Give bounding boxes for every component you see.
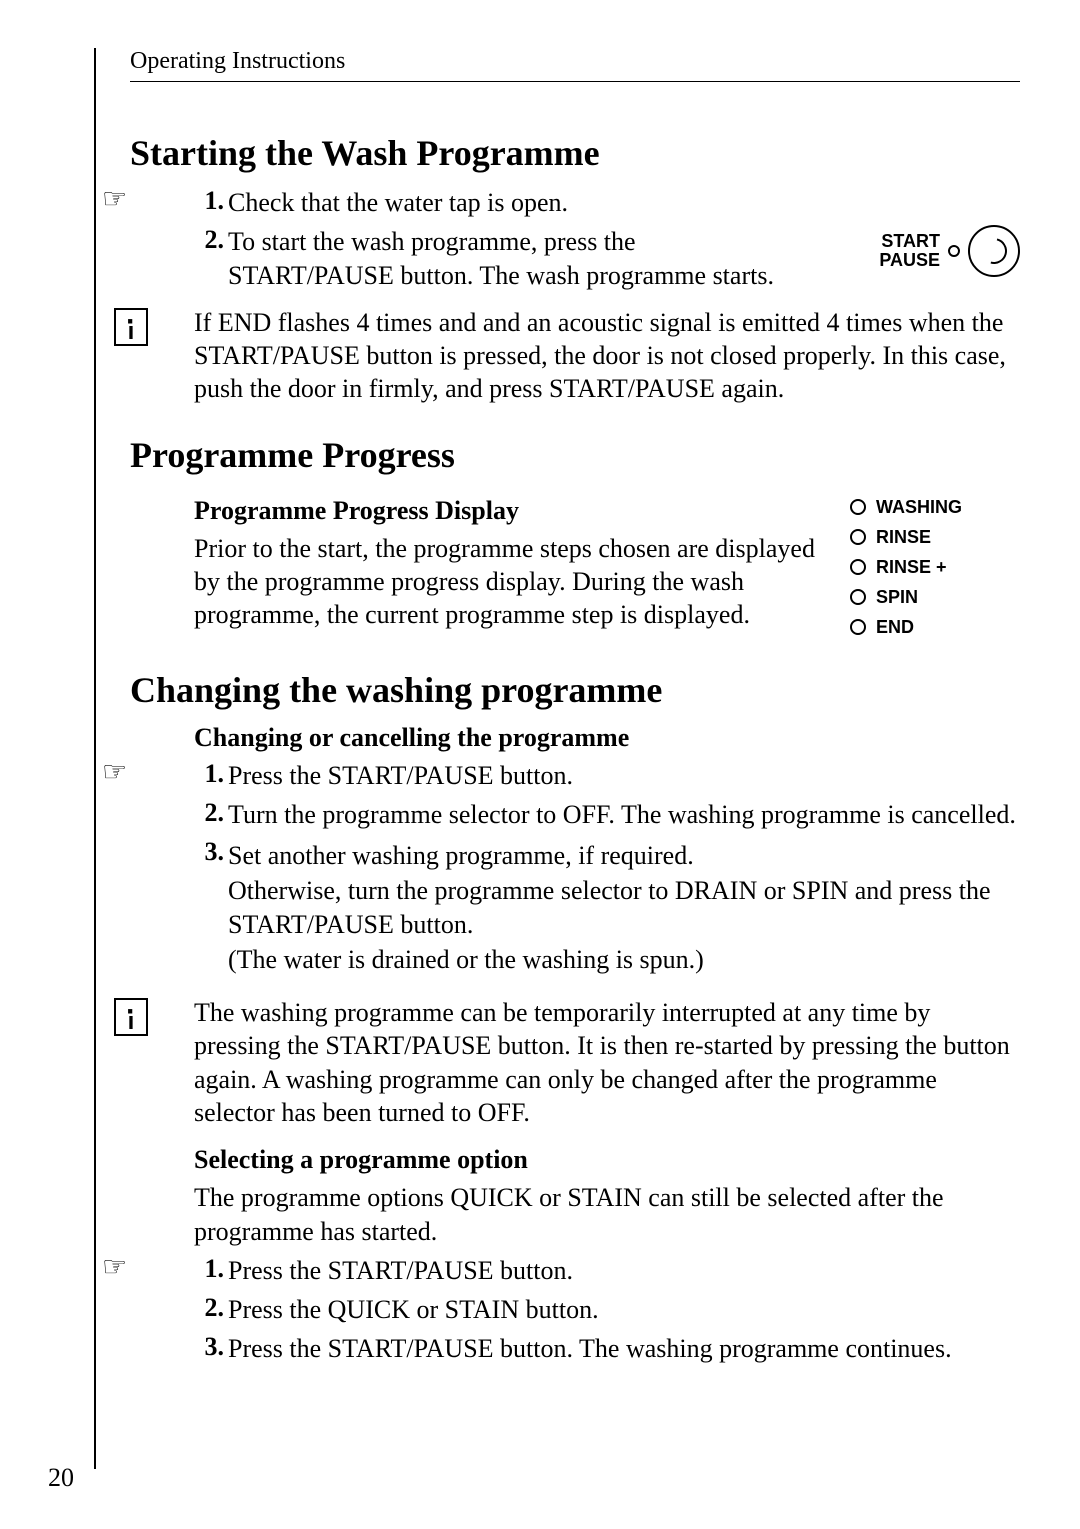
subhead-progress-display: Programme Progress Display [194,496,820,526]
page-content: Starting the Wash Programme ☞ 1. Check t… [130,82,1020,1366]
section-title-progress: Programme Progress [130,434,1020,476]
hand-icon: ☞ [102,186,127,214]
section-title-starting: Starting the Wash Programme [130,132,1020,174]
led-item: SPIN [850,587,1020,608]
step-number: 1. [194,186,228,216]
hand-icon: ☞ [102,759,127,787]
led-icon [850,559,866,575]
led-icon [850,529,866,545]
button-inner-icon [976,234,1012,270]
running-head: Operating Instructions [130,48,1020,82]
step-text: To start the wash programme, press the S… [228,225,800,292]
step-row: 2. Press the QUICK or STAIN button. [130,1293,1020,1326]
info-icon: ı [114,308,148,346]
option-intro: The programme options QUICK or STAIN can… [194,1181,1020,1248]
start-pause-figure: START PAUSE [800,225,1020,277]
label-line: START [879,232,940,251]
subhead-cancel: Changing or cancelling the programme [194,723,1020,753]
led-label: RINSE [876,527,931,548]
step-text: Turn the programme selector to OFF. The … [228,798,1020,831]
led-item: RINSE + [850,557,1020,578]
step-text: Press the QUICK or STAIN button. [228,1293,1020,1326]
step-number: 3. [194,1332,228,1362]
step-row: ☞ 1. Press the START/PAUSE button. [130,759,1020,792]
step-row: 2. Turn the programme selector to OFF. T… [130,798,1020,831]
led-legend: WASHING RINSE RINSE + SPIN END [820,488,1020,647]
led-item: WASHING [850,497,1020,518]
page-number: 20 [48,1463,74,1493]
led-item: END [850,617,1020,638]
paragraph-row: Prior to the start, the programme steps … [130,532,820,632]
step-line: (The water is drained or the washing is … [228,943,1020,976]
step-line: Set another washing programme, if requir… [228,839,1020,872]
led-label: SPIN [876,587,918,608]
step-row: ☞ 1. Press the START/PAUSE button. [130,1254,1020,1287]
left-margin-rule [94,48,96,1469]
subhead-option: Selecting a programme option [194,1145,1020,1175]
led-item: RINSE [850,527,1020,548]
indicator-led-icon [948,245,960,257]
step-row: ☞ 1. Check that the water tap is open. [130,186,1020,219]
led-label: END [876,617,914,638]
step-number: 2. [194,225,228,255]
paragraph-row: The programme options QUICK or STAIN can… [130,1181,1020,1248]
step-number: 1. [194,1254,228,1284]
step-row: 2. To start the wash programme, press th… [130,225,1020,292]
info-text: The washing programme can be temporarily… [194,996,1020,1129]
step-row: 3. Press the START/PAUSE button. The was… [130,1332,1020,1365]
info-icon: ı [114,998,148,1036]
step-number: 2. [194,1293,228,1323]
step-text: Set another washing programme, if requir… [228,837,1020,978]
led-icon [850,499,866,515]
step-number: 2. [194,798,228,828]
step-number: 1. [194,759,228,789]
manual-page: Operating Instructions Starting the Wash… [0,0,1080,1529]
led-label: WASHING [876,497,962,518]
start-pause-label: START PAUSE [879,232,940,270]
step-row: 3. Set another washing programme, if req… [130,837,1020,978]
step-text: Press the START/PAUSE button. [228,1254,1020,1287]
progress-text: Prior to the start, the programme steps … [194,532,820,632]
step-text: Press the START/PAUSE button. [228,759,1020,792]
step-number: 3. [194,837,228,867]
info-row: ı If END flashes 4 times and and an acou… [130,306,1020,406]
info-text: If END flashes 4 times and and an acoust… [194,306,1020,406]
progress-block: Programme Progress Display Prior to the … [130,488,1020,647]
info-row: ı The washing programme can be temporari… [130,996,1020,1129]
step-text: Check that the water tap is open. [228,186,1020,219]
step-line: Otherwise, turn the programme selector t… [228,874,1020,941]
led-icon [850,619,866,635]
label-line: PAUSE [879,251,940,270]
section-title-changing: Changing the washing programme [130,669,1020,711]
step-text: Press the START/PAUSE button. The washin… [228,1332,1020,1365]
start-pause-button-icon [968,225,1020,277]
led-label: RINSE + [876,557,947,578]
hand-icon: ☞ [102,1254,127,1282]
led-icon [850,589,866,605]
